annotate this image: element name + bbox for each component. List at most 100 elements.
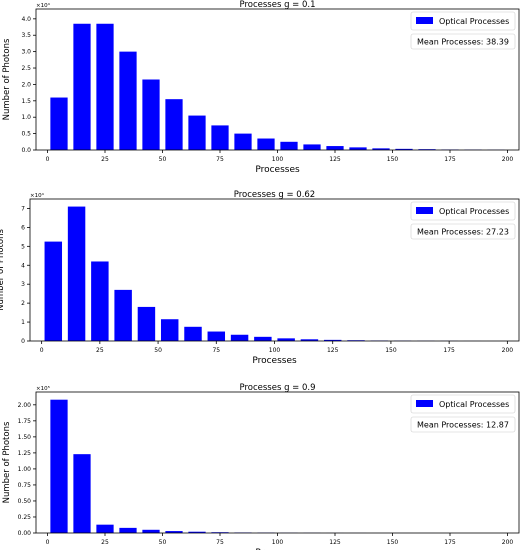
bar xyxy=(349,147,367,150)
y-tick-label: 7 xyxy=(21,205,25,212)
y-tick-label: 0.5 xyxy=(21,131,31,138)
bar xyxy=(300,339,319,341)
bar xyxy=(188,115,206,150)
y-tick-label: 0.50 xyxy=(18,498,32,505)
y-axis-label: Number of Photons xyxy=(2,38,12,120)
bar xyxy=(184,326,202,341)
bar xyxy=(44,241,63,341)
x-tick-label: 150 xyxy=(387,156,399,163)
bar xyxy=(114,289,132,341)
chart-title: Processes g = 0.9 xyxy=(239,383,315,393)
annotation-text: Mean Processes: 12.87 xyxy=(417,421,509,430)
x-tick-label: 200 xyxy=(502,539,514,546)
x-tick-label: 200 xyxy=(502,347,514,354)
bar xyxy=(96,23,114,150)
y-tick-label: 3 xyxy=(21,281,25,288)
x-tick-label: 50 xyxy=(159,539,167,546)
legend-label: Optical Processes xyxy=(439,17,509,26)
y-tick-label: 1.50 xyxy=(18,434,32,441)
bar xyxy=(277,338,295,341)
bar xyxy=(323,339,342,341)
y-tick-label: 2 xyxy=(21,300,25,307)
x-tick-label: 50 xyxy=(154,347,162,354)
bar xyxy=(165,531,183,533)
x-tick-label: 200 xyxy=(502,156,514,163)
x-tick-label: 25 xyxy=(96,347,104,354)
bar xyxy=(207,331,226,341)
chart-panel-1: 0 25 50 75 100 125 150 175 200 0.0 0.5 1.0 1.5 2.0 2.5… xyxy=(2,0,520,175)
bar xyxy=(142,79,160,150)
bar xyxy=(280,141,298,150)
chart-panel-3: 0 25 50 75 100 125 150 175 200 0.00 0.25 0.50 0.75 1.… xyxy=(2,383,520,550)
legend-label: Optical Processes xyxy=(439,207,509,216)
bar xyxy=(119,527,137,533)
x-tick-label: 150 xyxy=(385,347,397,354)
annotation-box xyxy=(410,416,516,433)
x-tick-label: 125 xyxy=(329,156,341,163)
x-tick-label: 175 xyxy=(444,156,456,163)
annotation-box xyxy=(410,223,516,240)
legend-swatch xyxy=(416,17,433,24)
x-tick-label: 150 xyxy=(387,539,399,546)
x-tick-label: 0 xyxy=(46,539,50,546)
y-tick-label: 1.5 xyxy=(21,98,31,105)
bar xyxy=(73,23,91,150)
y-tick-label: 0.0 xyxy=(21,147,31,154)
y-tick-label: 4 xyxy=(21,262,25,269)
legend-box xyxy=(410,201,516,221)
x-tick-label: 100 xyxy=(272,156,284,163)
chart-panel-2: 0 25 50 75 100 125 150 175 200 0 1 2 3 4 5 6 7 ×10⁴ Proces… xyxy=(0,190,520,366)
x-axis-label: Processes xyxy=(255,548,300,550)
x-tick-label: 100 xyxy=(269,347,281,354)
y-tick-label: 1.0 xyxy=(21,114,31,121)
bar xyxy=(67,206,86,341)
y-tick-label: 4.0 xyxy=(21,16,31,23)
y-tick-label: 0.00 xyxy=(18,530,32,537)
y-axis-label: Number of Photons xyxy=(2,421,12,503)
y-tick-label: 3.5 xyxy=(21,32,31,39)
bar xyxy=(395,148,413,150)
x-tick-label: 0 xyxy=(40,347,44,354)
bar xyxy=(73,454,91,533)
y-tick-label: 6 xyxy=(21,224,25,231)
bar xyxy=(257,138,275,150)
bar xyxy=(142,529,160,533)
bar xyxy=(211,125,229,150)
chart-title: Processes g = 0.1 xyxy=(239,0,315,10)
y-tick-label: 1.25 xyxy=(18,450,32,457)
bar xyxy=(234,133,252,150)
chart-title: Processes g = 0.62 xyxy=(234,190,315,200)
y-multiplier: ×10⁵ xyxy=(36,385,50,392)
y-multiplier: ×10⁴ xyxy=(30,192,45,199)
y-axis-label: Number of Photons xyxy=(0,229,6,311)
bar xyxy=(254,336,272,341)
y-tick-label: 2.5 xyxy=(21,65,31,72)
bar xyxy=(137,306,156,341)
annotation-box xyxy=(410,33,516,50)
x-tick-label: 125 xyxy=(327,347,339,354)
x-tick-label: 0 xyxy=(46,156,50,163)
x-tick-label: 75 xyxy=(216,539,224,546)
bar xyxy=(303,144,321,150)
x-axis-label: Processes xyxy=(252,356,297,366)
x-tick-label: 75 xyxy=(216,156,224,163)
y-tick-label: 0.25 xyxy=(18,514,32,521)
x-tick-label: 50 xyxy=(159,156,167,163)
x-tick-label: 75 xyxy=(212,347,220,354)
y-tick-label: 2.0 xyxy=(21,81,31,88)
bar xyxy=(188,531,206,533)
bar xyxy=(372,148,390,150)
bar xyxy=(119,51,137,150)
x-tick-label: 25 xyxy=(101,156,109,163)
annotation-text: Mean Processes: 27.23 xyxy=(417,228,509,237)
x-tick-label: 125 xyxy=(329,539,341,546)
legend-swatch xyxy=(416,400,433,407)
bar xyxy=(50,97,68,150)
y-tick-label: 2.00 xyxy=(18,402,32,409)
y-tick-label: 3.0 xyxy=(21,49,31,56)
bar xyxy=(165,99,183,150)
y-tick-label: 1 xyxy=(21,319,25,326)
bar xyxy=(160,319,179,341)
bar xyxy=(326,146,344,150)
